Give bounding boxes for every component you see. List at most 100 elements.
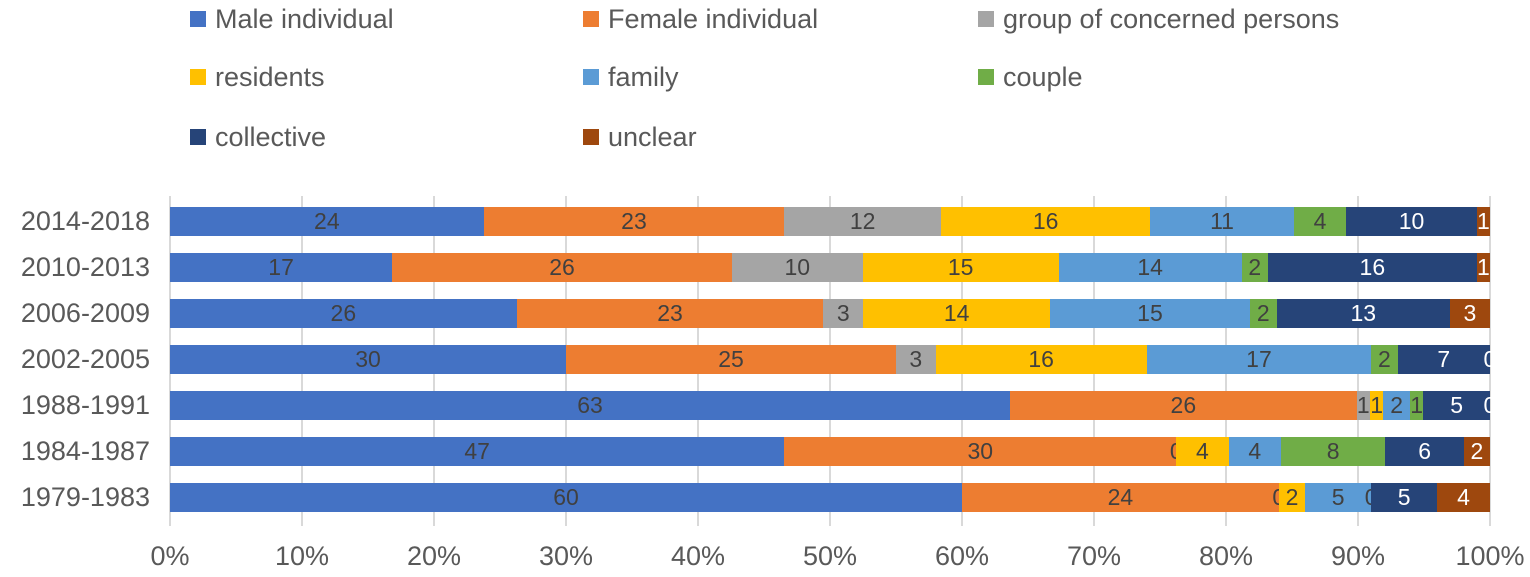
bar-segment[interactable]: 14 <box>863 299 1050 328</box>
bar-segment[interactable]: 63 <box>170 391 1010 420</box>
bar-segment[interactable]: 4 <box>1437 483 1490 512</box>
bar-segment[interactable]: 1 <box>1356 391 1370 420</box>
bar-segment[interactable]: 14 <box>1058 253 1242 282</box>
bar-segment[interactable]: 3 <box>823 299 864 328</box>
bar-segment[interactable]: 11 <box>1150 207 1294 236</box>
data-label: 10 <box>1398 207 1425 234</box>
category-label: 1988-1991 <box>20 390 150 420</box>
bar-segment[interactable]: 4 <box>1228 437 1281 466</box>
bar-segment[interactable]: 1 <box>1409 391 1424 420</box>
bar-segment[interactable]: 15 <box>862 253 1059 282</box>
bar-segment[interactable]: 2 <box>1371 345 1398 374</box>
bar-segment[interactable]: 26 <box>392 253 732 282</box>
data-label: 2 <box>1377 345 1391 372</box>
bar-segment[interactable]: 23 <box>516 299 824 328</box>
data-label: 4 <box>1196 437 1209 464</box>
data-label: 30 <box>967 437 994 464</box>
legend-item-residents[interactable]: residents <box>190 60 325 94</box>
bar-segment[interactable]: 26 <box>170 299 517 328</box>
x-axis-tick-label: 0% <box>150 541 190 571</box>
bar-segment[interactable]: 24 <box>962 483 1279 512</box>
bar-row: 6024025054 <box>170 483 1490 512</box>
data-label: 2 <box>1470 437 1484 464</box>
legend-item-unclear[interactable]: unclear <box>583 120 697 154</box>
data-label: 11 <box>1210 207 1234 234</box>
data-label: 2 <box>1248 253 1262 280</box>
bar-segment[interactable]: 1 <box>1476 253 1490 282</box>
data-label: 26 <box>549 253 575 280</box>
legend-swatch-group-of-concerned-persons <box>978 11 994 27</box>
data-label: 1 <box>1410 391 1424 418</box>
bar-segment[interactable]: 16 <box>941 207 1151 236</box>
bar-segment[interactable]: 10 <box>1346 207 1477 236</box>
bar-segment[interactable]: 7 <box>1397 345 1490 374</box>
legend-item-collective[interactable]: collective <box>190 120 326 154</box>
bar-segment[interactable]: 4 <box>1176 437 1229 466</box>
legend-swatch-couple <box>978 69 994 85</box>
data-label: 30 <box>355 345 381 372</box>
bar-segment[interactable]: 30 <box>170 345 566 374</box>
data-label: 14 <box>1137 253 1163 280</box>
x-axis: 0% 10% 20% 30% 40% 50% 60% 70% 80% 90% 100% <box>150 538 1524 574</box>
x-axis-tick-label: 10% <box>274 541 330 571</box>
bar-segment[interactable]: 16 <box>1267 253 1477 282</box>
bar-segment[interactable]: 30 <box>784 437 1177 466</box>
bar-segment[interactable]: 17 <box>170 253 393 282</box>
bar-segment[interactable]: 2 <box>1383 391 1410 420</box>
bar-segment[interactable]: 8 <box>1280 437 1386 466</box>
bar-segment[interactable]: 15 <box>1049 299 1250 328</box>
bar-segment[interactable]: 60 <box>170 483 962 512</box>
bar-segment[interactable]: 16 <box>935 345 1147 374</box>
bar-segment[interactable]: 2 <box>1241 253 1268 282</box>
bar-segment[interactable]: 17 <box>1146 345 1372 374</box>
bar-segment[interactable]: 6 <box>1385 437 1464 466</box>
bar-segment[interactable]: 47 <box>170 437 785 466</box>
bar-segment[interactable]: 1 <box>1369 391 1384 420</box>
data-label: 16 <box>1028 345 1054 372</box>
legend-swatch-unclear <box>583 129 599 145</box>
legend-swatch-male-individual <box>190 11 206 27</box>
bar-row: 17 26 10 15 14 2 16 1 <box>170 253 1490 282</box>
bar-segment[interactable]: 1 <box>1476 207 1490 236</box>
category-label: 2010-2013 <box>20 252 150 282</box>
bar-segment[interactable]: 25 <box>566 345 896 374</box>
legend-label-couple: couple <box>1003 62 1083 92</box>
bar-segment[interactable]: 2 <box>1463 437 1490 466</box>
bar-segment[interactable]: 23 <box>483 207 785 236</box>
legend-swatch-residents <box>190 69 206 85</box>
legend-item-group-of-concerned-persons[interactable]: group of concerned persons <box>978 2 1339 36</box>
bar-segment[interactable]: 3 <box>1449 299 1490 328</box>
legend-item-family[interactable]: family <box>583 60 679 94</box>
bar-segment[interactable]: 24 <box>170 207 484 236</box>
data-label: 26 <box>1170 391 1197 418</box>
data-label: 17 <box>1246 345 1272 372</box>
legend-item-female-individual[interactable]: Female individual <box>583 2 818 36</box>
x-axis-tick-label: 40% <box>670 541 726 571</box>
x-axis-tick-label: 90% <box>1330 541 1386 571</box>
data-label: 1 <box>1477 253 1490 280</box>
data-label: 2 <box>1390 391 1404 418</box>
bar-segment[interactable]: 12 <box>784 207 942 236</box>
bar-segment[interactable]: 2 <box>1278 483 1306 512</box>
bar-segment[interactable]: 5 <box>1423 391 1490 420</box>
bar-segment[interactable]: 5 <box>1371 483 1438 512</box>
bar-segment[interactable]: 3 <box>896 345 936 374</box>
bar-row: 30 25 3 16 17 2 7 0 <box>170 345 1496 374</box>
bar-segment[interactable]: 4 <box>1293 207 1347 236</box>
data-label: 60 <box>553 483 579 510</box>
bar-row: 63 26 1 1 2 1 5 0 <box>170 391 1496 420</box>
bar-segment[interactable]: 10 <box>731 253 863 282</box>
legend-label-male-individual: Male individual <box>215 4 394 34</box>
category-label: 2002-2005 <box>20 344 150 374</box>
bar-segment[interactable]: 5 <box>1305 483 1372 512</box>
data-label: 3 <box>836 299 850 326</box>
legend-item-couple[interactable]: couple <box>978 60 1083 94</box>
bar-segment[interactable]: 13 <box>1276 299 1450 328</box>
legend-label-family: family <box>608 62 679 92</box>
data-label: 12 <box>849 207 876 234</box>
bar-segment[interactable]: 26 <box>1010 391 1357 420</box>
legend-label-female-individual: Female individual <box>608 4 819 34</box>
bar-segment[interactable]: 2 <box>1249 299 1277 328</box>
legend-item-male-individual[interactable]: Male individual <box>190 2 394 36</box>
chart-legend: Male individual Female individual group … <box>0 0 1530 165</box>
